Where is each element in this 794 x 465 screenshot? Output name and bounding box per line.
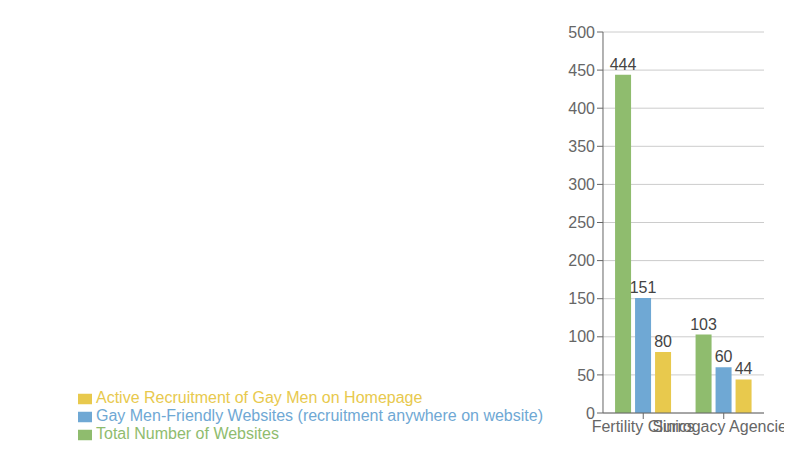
svg-text:450: 450 <box>568 62 595 79</box>
svg-text:80: 80 <box>654 333 672 350</box>
svg-text:Fertility Clinics: Fertility Clinics <box>591 418 695 436</box>
svg-text:500: 500 <box>568 24 595 41</box>
svg-text:200: 200 <box>568 252 595 269</box>
svg-text:44: 44 <box>735 360 753 377</box>
svg-text:0: 0 <box>586 405 595 422</box>
svg-text:Surrogacy Agencies: Surrogacy Agencies <box>653 418 784 435</box>
html-text:Gay Men-Friendly Websites (rec: Gay Men-Friendly Websites (recruitment a… <box>96 407 543 424</box>
svg-text:250: 250 <box>568 214 595 231</box>
html-text:Active Recruitment of Gay Men: Active Recruitment of Gay Men on Homepag… <box>96 389 423 406</box>
svg-text:151: 151 <box>630 279 657 296</box>
svg-text:444: 444 <box>610 56 637 73</box>
svg-text:350: 350 <box>568 138 595 155</box>
svg-text:50: 50 <box>577 367 595 384</box>
svg-text:150: 150 <box>568 290 595 307</box>
svg-text:400: 400 <box>568 100 595 117</box>
svg-text:100: 100 <box>568 328 595 345</box>
svg-text:60: 60 <box>715 348 733 365</box>
svg-text:103: 103 <box>690 316 717 333</box>
html-text:Total Number of Websites: Total Number of Websites <box>96 425 279 442</box>
svg-text:300: 300 <box>568 176 595 193</box>
